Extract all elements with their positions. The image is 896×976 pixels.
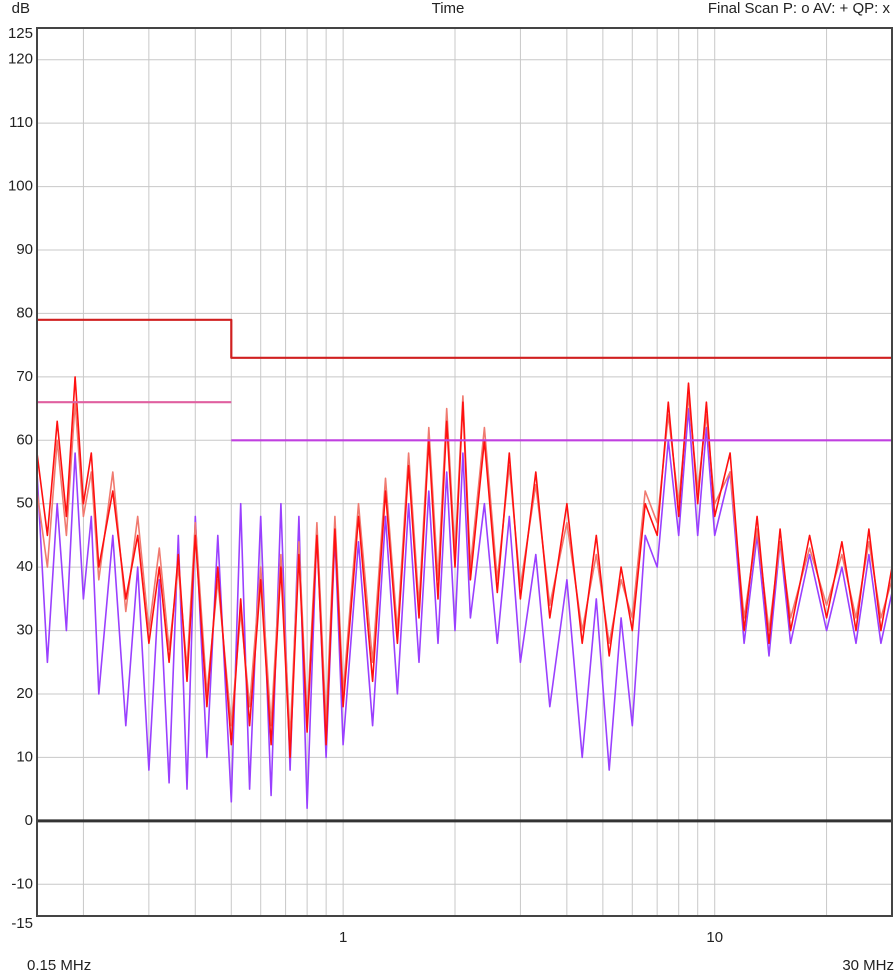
y-tick-label: 0	[25, 812, 33, 829]
y-tick-label: 60	[16, 431, 33, 448]
trace	[36, 407, 893, 810]
trace	[37, 318, 892, 359]
chart-title: Time	[432, 0, 465, 17]
x-tick-label: 30 MHz	[842, 957, 894, 974]
y-tick-label: 70	[16, 368, 33, 385]
y-tick-label: 110	[9, 114, 33, 131]
y-tick-label: 50	[16, 495, 33, 512]
y-tick-label: 80	[16, 304, 33, 321]
y-tick-label: 100	[8, 178, 33, 195]
y-tick-label: 125	[8, 25, 33, 42]
x-tick-label: 1	[339, 929, 347, 946]
plot-frame	[36, 27, 893, 917]
y-tick-label: 30	[16, 622, 33, 639]
y-tick-label: -10	[11, 875, 33, 892]
x-tick-label: 0.15 MHz	[27, 957, 91, 974]
y-tick-label: 10	[16, 748, 33, 765]
y-tick-label: 90	[16, 241, 33, 258]
y-tick-label: -15	[11, 915, 33, 932]
y-tick-label: 120	[8, 51, 33, 68]
y-axis-label: dB	[12, 0, 30, 17]
scan-legend: Final Scan P: o AV: + QP: x	[708, 0, 891, 17]
x-tick-label: 10	[706, 929, 723, 946]
y-tick-label: 40	[16, 558, 33, 575]
y-tick-label: 20	[16, 685, 33, 702]
